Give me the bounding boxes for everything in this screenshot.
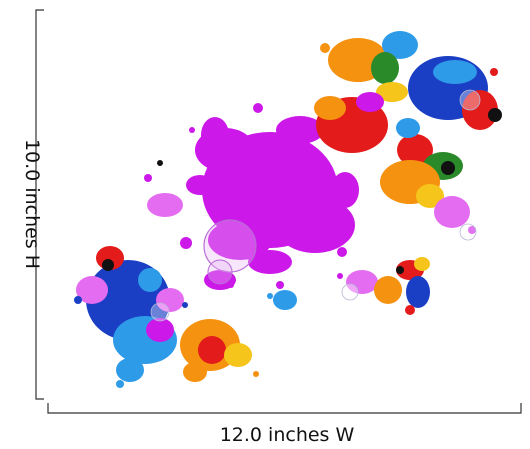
width-dimension-bracket (47, 403, 522, 414)
paint-splatter-artwork (74, 31, 502, 388)
middle-right-splashes (341, 257, 430, 315)
upper-right-splashes (314, 31, 502, 241)
height-dimension-bracket (35, 9, 44, 400)
small-blue-splash (267, 290, 297, 310)
height-dimension-label: 10.0 inches H (21, 139, 43, 269)
lower-left-splashes (74, 246, 259, 388)
width-dimension-label: 12.0 inches W (220, 424, 355, 446)
bubble (203, 219, 257, 273)
magenta-splash (144, 103, 359, 290)
